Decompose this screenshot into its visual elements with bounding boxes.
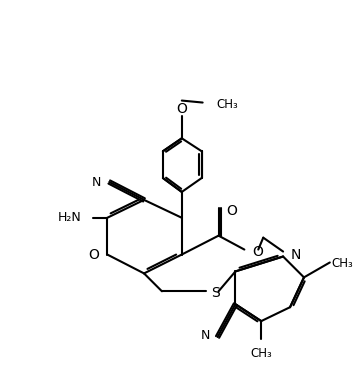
Text: O: O bbox=[176, 102, 187, 116]
Text: CH₃: CH₃ bbox=[332, 257, 354, 270]
Text: H₂N: H₂N bbox=[58, 211, 82, 224]
Text: N: N bbox=[201, 329, 211, 343]
Text: CH₃: CH₃ bbox=[250, 347, 272, 360]
Text: O: O bbox=[88, 248, 99, 262]
Text: N: N bbox=[291, 248, 301, 262]
Text: CH₃: CH₃ bbox=[217, 98, 238, 111]
Text: O: O bbox=[252, 245, 263, 259]
Text: S: S bbox=[212, 286, 220, 300]
Text: O: O bbox=[227, 204, 237, 218]
Text: N: N bbox=[92, 176, 101, 188]
